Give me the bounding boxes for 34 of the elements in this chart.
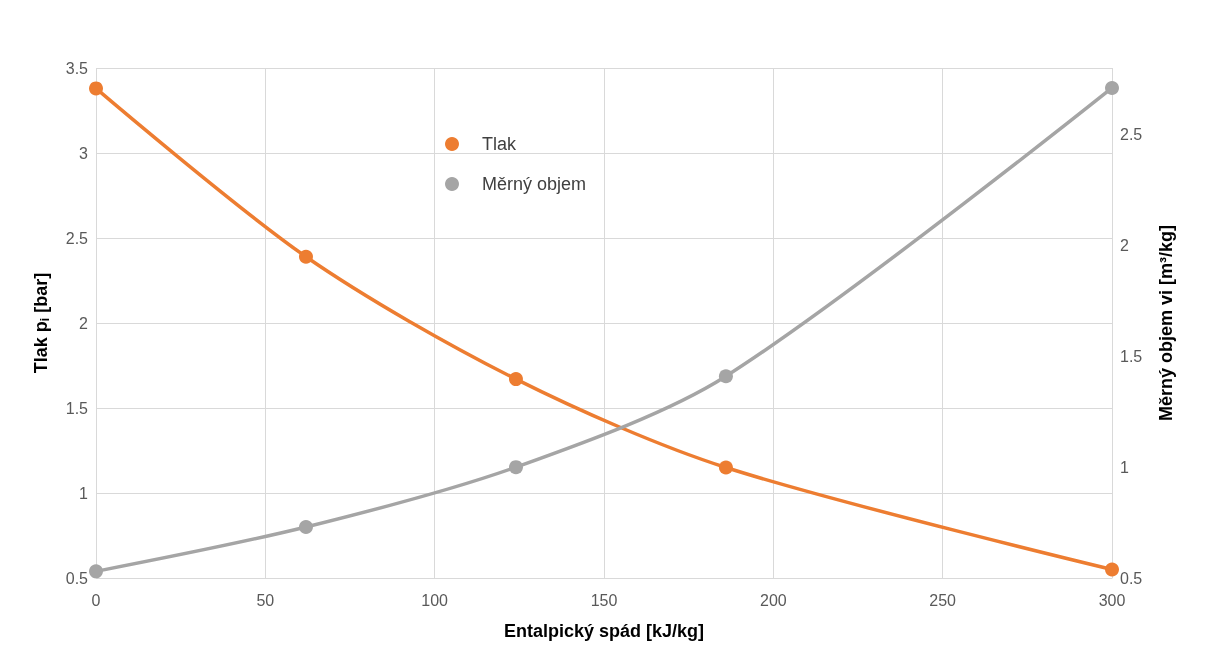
y-axis-title: Tlak pi [bar] (31, 272, 52, 374)
point (718, 460, 733, 475)
y2-tick-label: 2.5 (1120, 126, 1143, 144)
legend-label: Tlak (482, 134, 517, 154)
x-tick-label: 200 (759, 591, 787, 609)
point (1105, 80, 1119, 95)
x-tick-label: 150 (590, 591, 618, 609)
point (89, 81, 103, 96)
legend-label: Měrný objem (482, 174, 587, 194)
y-tick-label: 0.5 (65, 569, 89, 587)
point (508, 372, 523, 387)
x-tick-label: 0 (91, 591, 101, 609)
y-tick-label: 2.5 (65, 229, 89, 247)
x-axis-title: Entalpický spád [kJ/kg] (503, 621, 705, 641)
y-tick-label: 3.5 (65, 59, 89, 77)
point (1105, 562, 1119, 577)
y-tick-label: 2 (79, 314, 89, 332)
y2-tick-label: 1 (1120, 458, 1129, 476)
y2-tick-label: 2 (1120, 236, 1129, 254)
y2-axis-title: Měrný objem vi [m³/kg] (1156, 224, 1176, 422)
x-tick-label: 250 (929, 591, 957, 609)
point (298, 520, 313, 534)
point (718, 369, 733, 384)
x-tick-label: 100 (421, 591, 449, 609)
y-tick-label: 1.5 (65, 399, 89, 417)
y-tick-label: 1 (79, 484, 89, 502)
y2-tick-label: 0.5 (1120, 569, 1143, 587)
y-tick-label: 3 (79, 144, 89, 162)
point (89, 564, 103, 579)
y2-tick-label: 1.5 (1120, 347, 1143, 365)
point (298, 249, 313, 264)
x-tick-label: 50 (256, 591, 275, 609)
point (508, 460, 523, 475)
x-tick-label: 300 (1098, 591, 1126, 609)
